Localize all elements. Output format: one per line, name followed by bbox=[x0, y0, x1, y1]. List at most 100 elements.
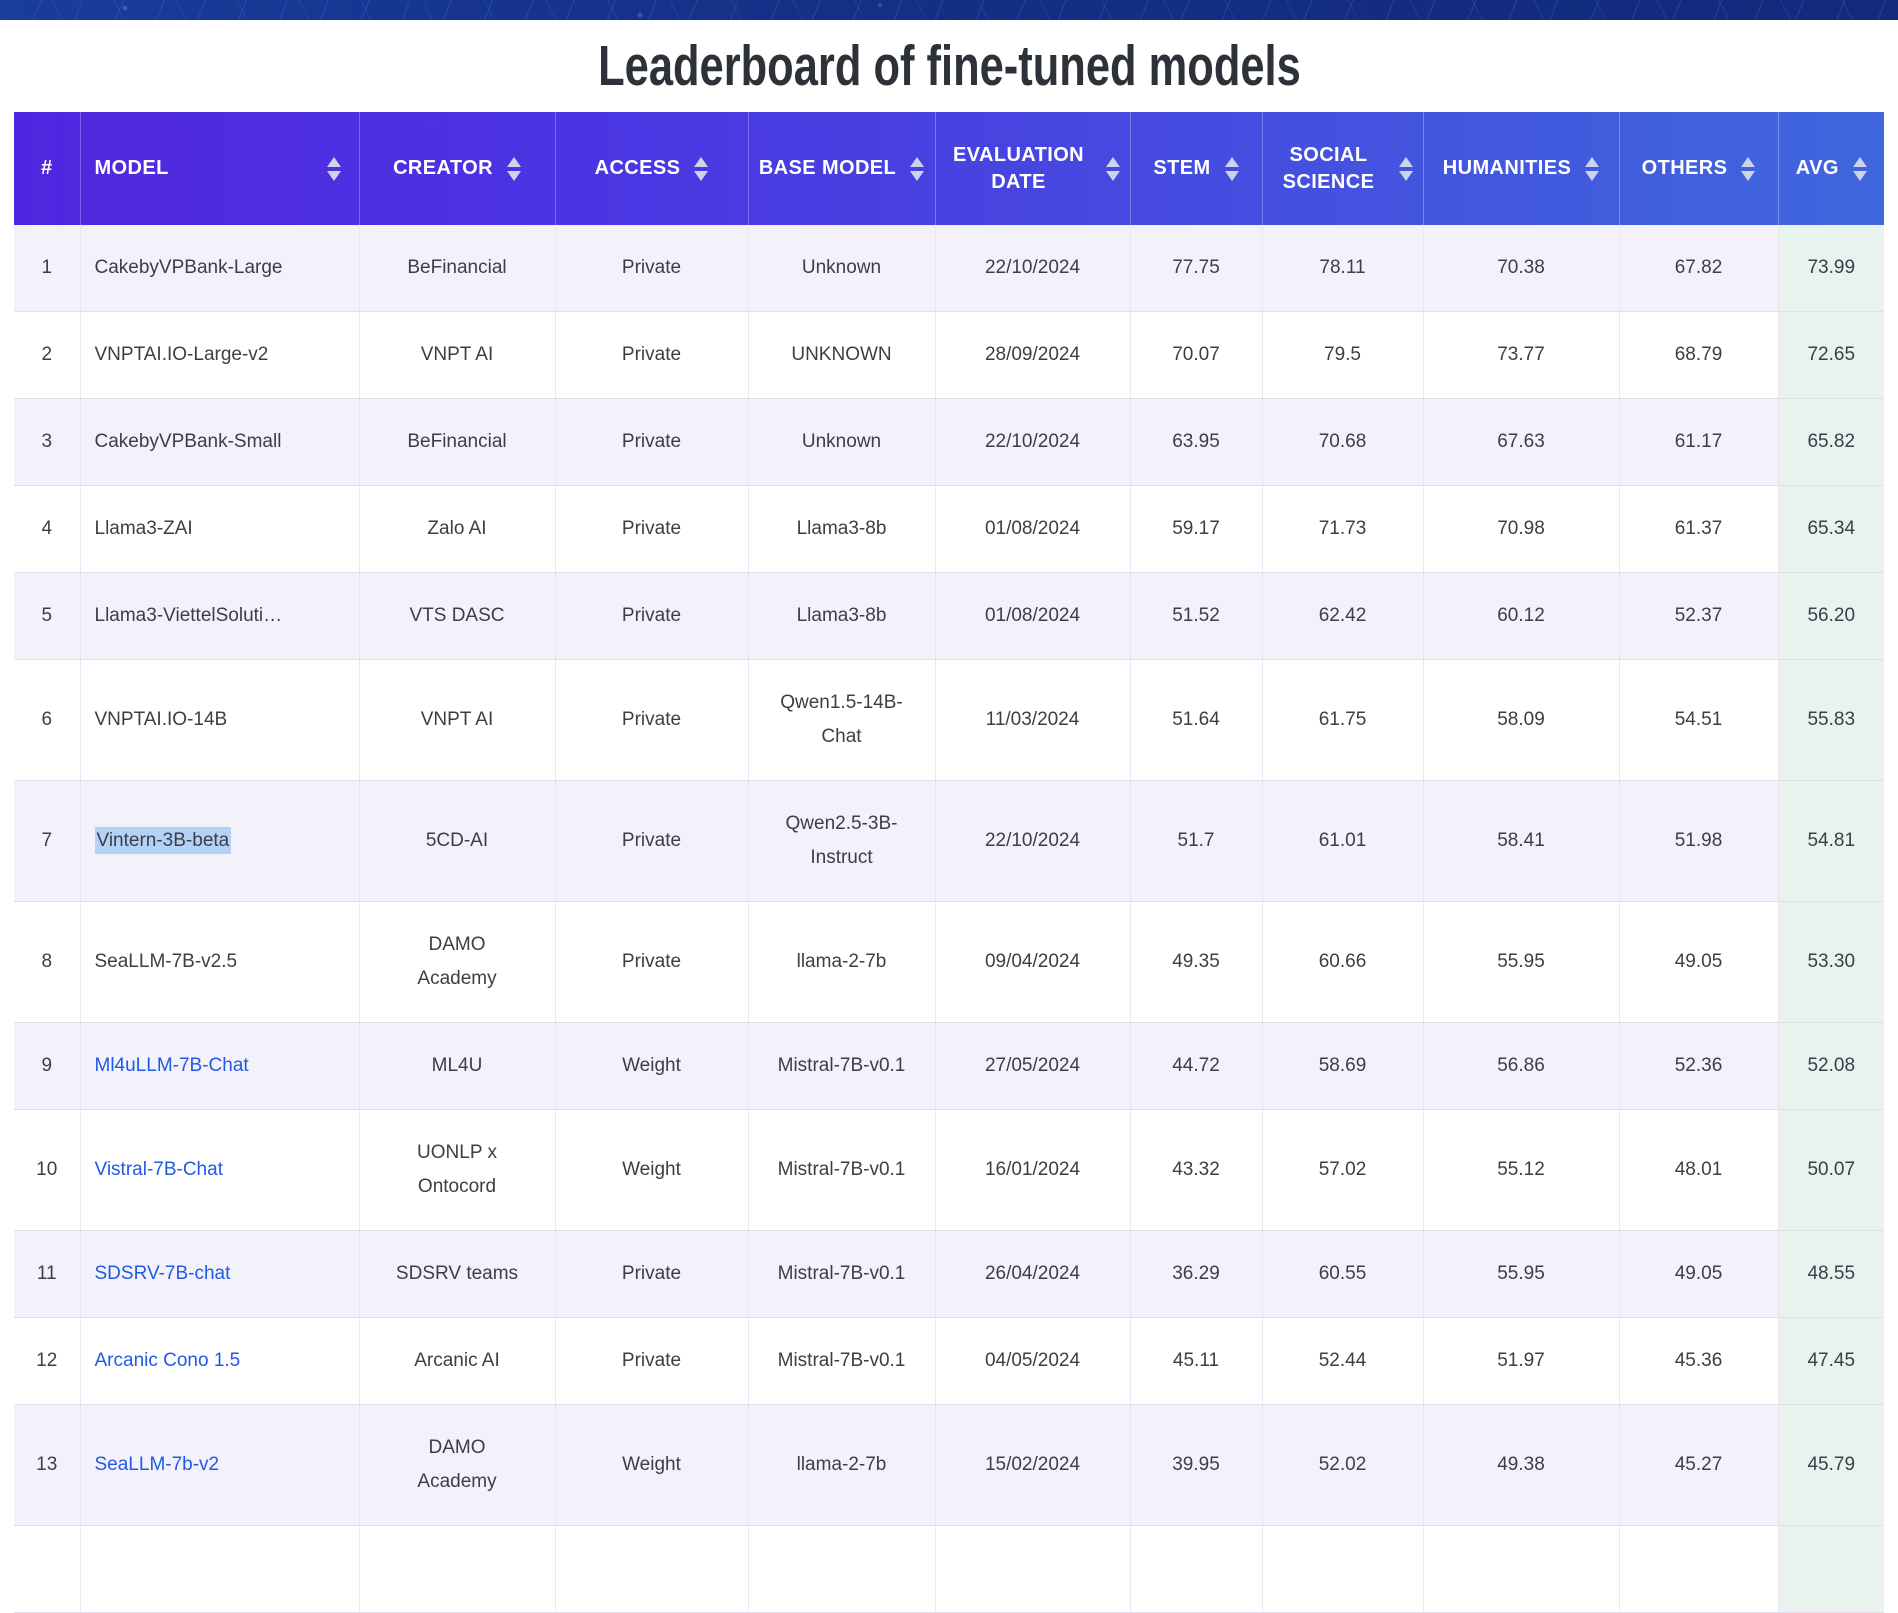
column-label-social_science: SOCIAL SCIENCE bbox=[1282, 143, 1375, 193]
model-name: VNPTAI.IO-Large-v2 bbox=[94, 344, 269, 365]
table-row: 4 Llama3-ZAI Zalo AI Private Llama3-8b 01/08/… bbox=[14, 485, 1884, 573]
stem-cell: 51.64 bbox=[1130, 659, 1263, 781]
rank-cell: 2 bbox=[14, 311, 81, 399]
table-row: 11 SDSRV-7B-chat SDSRV teams Private Mistral… bbox=[14, 1230, 1884, 1318]
base-model-cell: llama-2-7b bbox=[748, 1404, 936, 1526]
sort-icon[interactable] bbox=[1585, 156, 1600, 181]
evaluation-date-cell: 01/08/2024 bbox=[935, 572, 1131, 660]
table-row: 2 VNPTAI.IO-Large-v2 VNPT AI Private UNKNOWN… bbox=[14, 311, 1884, 399]
others-cell: 49.05 bbox=[1619, 1230, 1779, 1318]
social-science-cell: 61.75 bbox=[1262, 659, 1424, 781]
sort-icon[interactable] bbox=[326, 156, 341, 181]
model-cell bbox=[80, 1525, 360, 1613]
column-label-rank: # bbox=[40, 157, 53, 179]
model-cell: Llama3-ViettelSoluti… bbox=[80, 572, 360, 660]
access-cell: Private bbox=[555, 659, 749, 781]
humanities-cell: 70.98 bbox=[1423, 485, 1620, 573]
column-header-evaluation_date[interactable]: EVALUATION DATE bbox=[935, 112, 1131, 225]
base-model-cell: llama-2-7b bbox=[748, 901, 936, 1023]
rank-cell bbox=[14, 1525, 81, 1613]
creator-cell: BeFinancial bbox=[359, 398, 556, 486]
social-science-cell: 62.42 bbox=[1262, 572, 1424, 660]
social-science-cell: 57.02 bbox=[1262, 1109, 1424, 1231]
social-science-cell: 61.01 bbox=[1262, 780, 1424, 902]
base-model-cell: Mistral-7B-v0.1 bbox=[748, 1317, 936, 1405]
model-cell: CakebyVPBank-Large bbox=[80, 225, 360, 312]
social-science-cell: 58.69 bbox=[1262, 1022, 1424, 1110]
sort-down-arrow-icon bbox=[1105, 170, 1120, 181]
model-link[interactable]: SeaLLM-7b-v2 bbox=[94, 1454, 220, 1475]
model-name: Vintern-3B-beta bbox=[94, 827, 232, 854]
sort-icon[interactable] bbox=[694, 156, 709, 181]
others-cell: 48.01 bbox=[1619, 1109, 1779, 1231]
creator-cell: SDSRV teams bbox=[359, 1230, 556, 1318]
creator-cell: UONLP x Ontocord bbox=[359, 1109, 556, 1231]
stem-cell: 43.32 bbox=[1130, 1109, 1263, 1231]
rank-cell: 5 bbox=[14, 572, 81, 660]
evaluation-date-cell: 16/01/2024 bbox=[935, 1109, 1131, 1231]
creator-cell: DAMO Academy bbox=[359, 1404, 556, 1526]
evaluation-date-cell: 22/10/2024 bbox=[935, 398, 1131, 486]
others-cell: 51.98 bbox=[1619, 780, 1779, 902]
sort-icon[interactable] bbox=[1398, 156, 1413, 181]
sort-down-arrow-icon bbox=[910, 170, 925, 181]
column-header-model[interactable]: MODEL bbox=[80, 112, 360, 225]
access-cell: Private bbox=[555, 572, 749, 660]
rank-cell: 10 bbox=[14, 1109, 81, 1231]
base-model-cell: Qwen2.5-3B-Instruct bbox=[748, 780, 936, 902]
sort-icon[interactable] bbox=[910, 156, 925, 181]
column-header-base_model[interactable]: BASE MODEL bbox=[748, 112, 936, 225]
column-header-avg[interactable]: AVG bbox=[1778, 112, 1884, 225]
sort-down-arrow-icon bbox=[1852, 170, 1867, 181]
evaluation-date-cell: 04/05/2024 bbox=[935, 1317, 1131, 1405]
column-header-creator[interactable]: CREATOR bbox=[359, 112, 556, 225]
model-name: Llama3-ZAI bbox=[94, 518, 193, 539]
sort-up-arrow-icon bbox=[1398, 156, 1413, 167]
stem-cell: 44.72 bbox=[1130, 1022, 1263, 1110]
base-model-cell: Mistral-7B-v0.1 bbox=[748, 1022, 936, 1110]
model-cell: VNPTAI.IO-14B bbox=[80, 659, 360, 781]
creator-cell bbox=[359, 1525, 556, 1613]
model-link[interactable]: Vistral-7B-Chat bbox=[94, 1159, 223, 1180]
table-row: 7 Vintern-3B-beta 5CD-AI Private Qwen2.5-3B-… bbox=[14, 780, 1884, 902]
access-cell: Weight bbox=[555, 1404, 749, 1526]
social-science-cell: 70.68 bbox=[1262, 398, 1424, 486]
column-label-base_model: BASE MODEL bbox=[758, 157, 897, 179]
access-cell: Private bbox=[555, 398, 749, 486]
creator-cell: ML4U bbox=[359, 1022, 556, 1110]
social-science-cell: 71.73 bbox=[1262, 485, 1424, 573]
humanities-cell: 55.12 bbox=[1423, 1109, 1620, 1231]
table-row: 8 SeaLLM-7B-v2.5 DAMO Academy Private llama-… bbox=[14, 901, 1884, 1023]
model-link[interactable]: Ml4uLLM-7B-Chat bbox=[94, 1055, 249, 1076]
sort-up-arrow-icon bbox=[694, 156, 709, 167]
column-header-humanities[interactable]: HUMANITIES bbox=[1423, 112, 1620, 225]
column-header-access[interactable]: ACCESS bbox=[555, 112, 749, 225]
model-name: CakebyVPBank-Large bbox=[94, 257, 283, 278]
social-science-cell: 78.11 bbox=[1262, 225, 1424, 312]
column-header-stem[interactable]: STEM bbox=[1130, 112, 1263, 225]
column-header-social_science[interactable]: SOCIAL SCIENCE bbox=[1262, 112, 1424, 225]
stem-cell: 45.11 bbox=[1130, 1317, 1263, 1405]
evaluation-date-cell: 27/05/2024 bbox=[935, 1022, 1131, 1110]
sort-down-arrow-icon bbox=[694, 170, 709, 181]
access-cell bbox=[555, 1525, 749, 1613]
sort-icon[interactable] bbox=[1105, 156, 1120, 181]
model-link[interactable]: SDSRV-7B-chat bbox=[94, 1263, 231, 1284]
humanities-cell: 73.77 bbox=[1423, 311, 1620, 399]
sort-icon[interactable] bbox=[1852, 156, 1867, 181]
model-cell: SeaLLM-7B-v2.5 bbox=[80, 901, 360, 1023]
evaluation-date-cell: 15/02/2024 bbox=[935, 1404, 1131, 1526]
model-name: SeaLLM-7B-v2.5 bbox=[94, 951, 238, 972]
model-link[interactable]: Arcanic Cono 1.5 bbox=[94, 1350, 241, 1371]
stem-cell: 36.29 bbox=[1130, 1230, 1263, 1318]
sort-icon[interactable] bbox=[506, 156, 521, 181]
others-cell: 61.37 bbox=[1619, 485, 1779, 573]
sort-down-arrow-icon bbox=[1585, 170, 1600, 181]
table-row: 9 Ml4uLLM-7B-Chat ML4U Weight Mistral-7B-v0.… bbox=[14, 1022, 1884, 1110]
column-header-others[interactable]: OTHERS bbox=[1619, 112, 1779, 225]
access-cell: Private bbox=[555, 1230, 749, 1318]
base-model-cell: Qwen1.5-14B-Chat bbox=[748, 659, 936, 781]
sort-icon[interactable] bbox=[1741, 156, 1756, 181]
sort-down-arrow-icon bbox=[506, 170, 521, 181]
sort-icon[interactable] bbox=[1224, 156, 1239, 181]
